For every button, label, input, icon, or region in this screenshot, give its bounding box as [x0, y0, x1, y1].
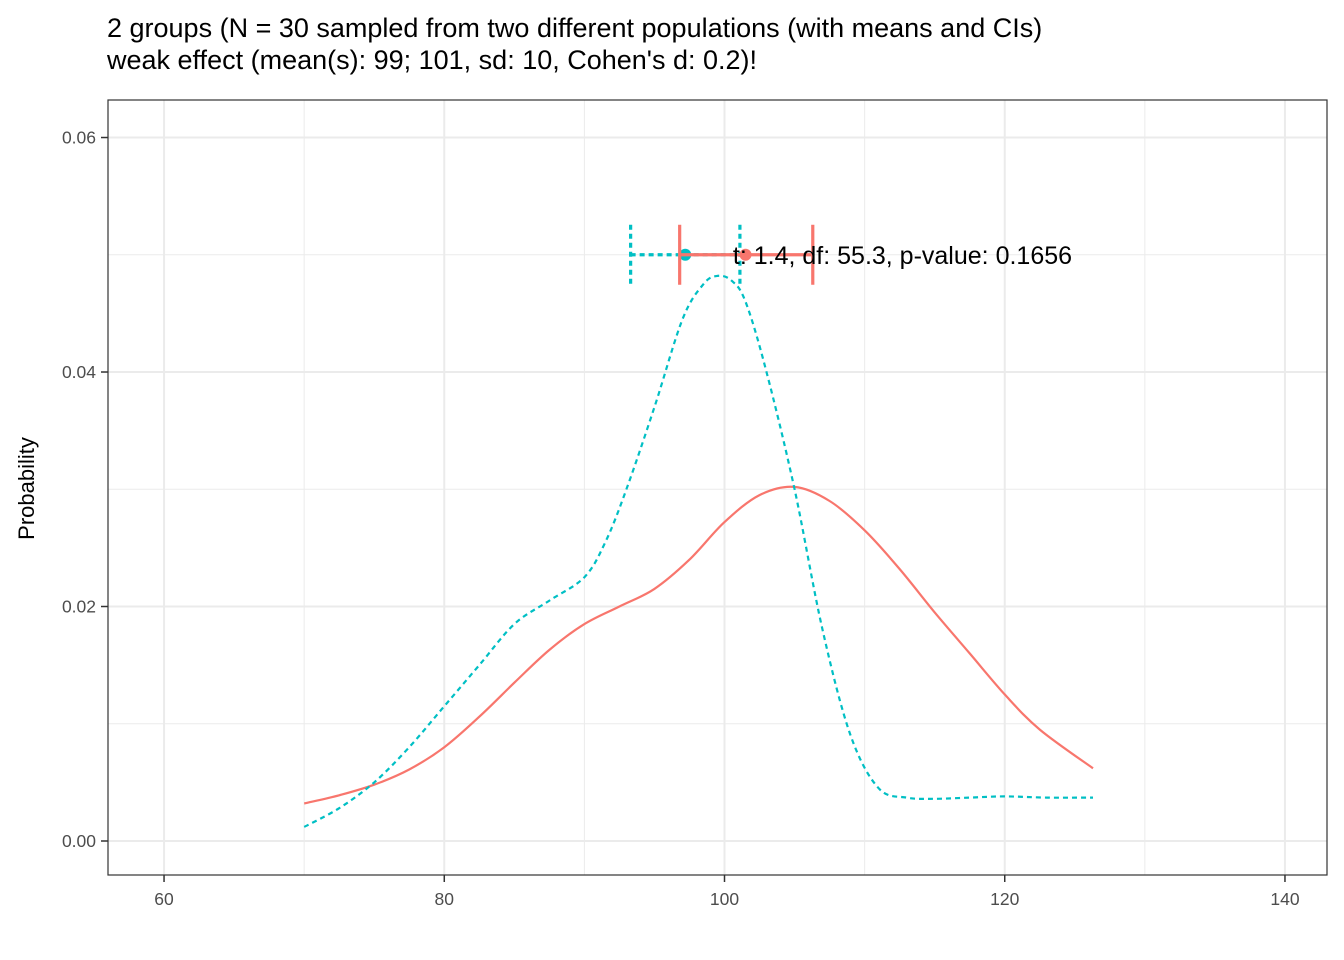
- confidence-intervals: [629, 224, 815, 285]
- t-test-annotation: t: 1.4, df: 55.3, p-value: 0.1656: [733, 242, 1072, 270]
- y-tick-label: 0.02: [62, 597, 96, 617]
- x-tick-label: 60: [154, 889, 174, 909]
- mean-point-group-1: [739, 248, 752, 261]
- density-curve-group-2: [303, 274, 1094, 828]
- x-tick-label: 80: [435, 889, 455, 909]
- y-tick-label: 0.04: [62, 362, 96, 382]
- x-tick-label: 120: [990, 889, 1019, 909]
- y-tick-label: 0.06: [62, 128, 96, 148]
- y-tick-label: 0.00: [62, 831, 96, 851]
- grid-major: [108, 100, 1327, 875]
- chart-subtitle: weak effect (mean(s): 99; 101, sd: 10, C…: [107, 45, 758, 75]
- density-curves: [303, 274, 1094, 828]
- x-tick-label: 100: [710, 889, 739, 909]
- x-tick-label: 140: [1270, 889, 1299, 909]
- panel-border: [107, 99, 1328, 876]
- y-axis-title: Probability: [14, 437, 39, 540]
- x-axis: 60 80 100 120 140: [154, 875, 1300, 909]
- density-curve-group-1: [303, 485, 1094, 805]
- y-axis: 0.00 0.02 0.04 0.06: [62, 128, 108, 851]
- grid-minor: [108, 100, 1327, 875]
- chart-title: 2 groups (N = 30 sampled from two differ…: [107, 13, 1043, 43]
